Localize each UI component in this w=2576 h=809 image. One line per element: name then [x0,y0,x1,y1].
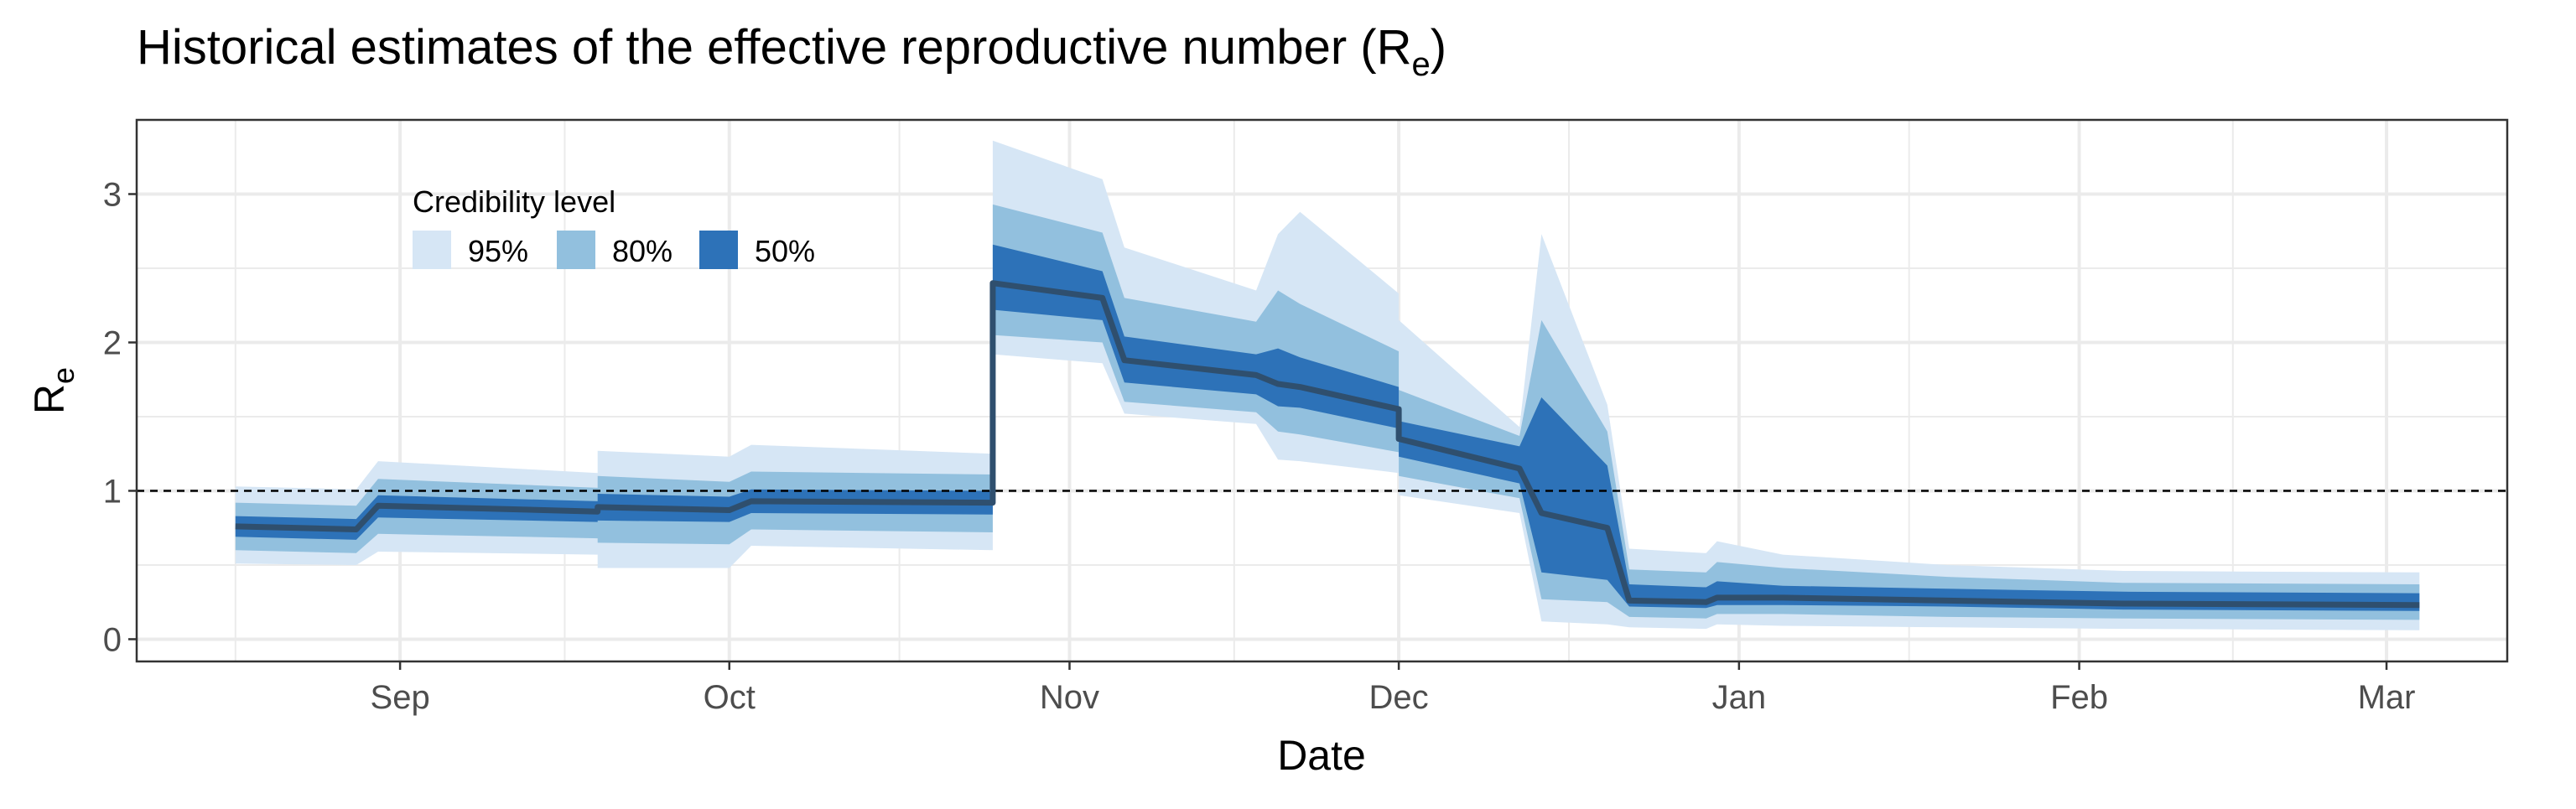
chart-title-main: Historical estimates of the effective re… [137,20,1411,75]
y-axis-label-subscript: e [46,367,80,384]
legend-label-95: 95% [468,234,528,268]
plot-panel-border [135,118,2509,663]
credibility-bands [235,140,2420,630]
x-tick-label: Nov [1040,679,1099,716]
legend-swatch-50 [699,231,738,269]
legend-swatch-95 [413,231,451,269]
chart-title-subscript: e [1411,46,1430,83]
legend-label-50: 50% [755,234,815,268]
x-tick-label: Sep [371,679,430,716]
x-tick-label: Mar [2358,679,2416,716]
legend-label-80: 80% [612,234,673,268]
legend-swatch-80 [557,231,595,269]
y-tick-label: 2 [103,324,122,361]
y-tick-label: 1 [103,473,122,510]
chart-title-close: ) [1431,20,1446,75]
y-axis-label: Re [26,367,80,414]
x-tick-label: Dec [1369,679,1429,716]
legend: Credibility level 95% 80% 50% [413,184,815,269]
x-axis-label: Date [1277,732,1366,779]
y-axis-ticks: 0 1 2 3 [103,176,137,658]
x-axis-ticks: Sep Oct Nov Dec Jan Feb Mar [371,661,2416,716]
x-tick-label: Feb [2050,679,2108,716]
y-axis-label-main: R [26,384,73,414]
x-tick-label: Oct [704,679,756,716]
median-line-group [235,280,2420,609]
legend-title: Credibility level [413,184,615,219]
y-tick-label: 3 [103,176,122,213]
y-tick-label: 0 [103,621,122,658]
chart-title: Historical estimates of the effective re… [137,20,1446,83]
median-line [235,280,2420,609]
x-tick-label: Jan [1712,679,1767,716]
